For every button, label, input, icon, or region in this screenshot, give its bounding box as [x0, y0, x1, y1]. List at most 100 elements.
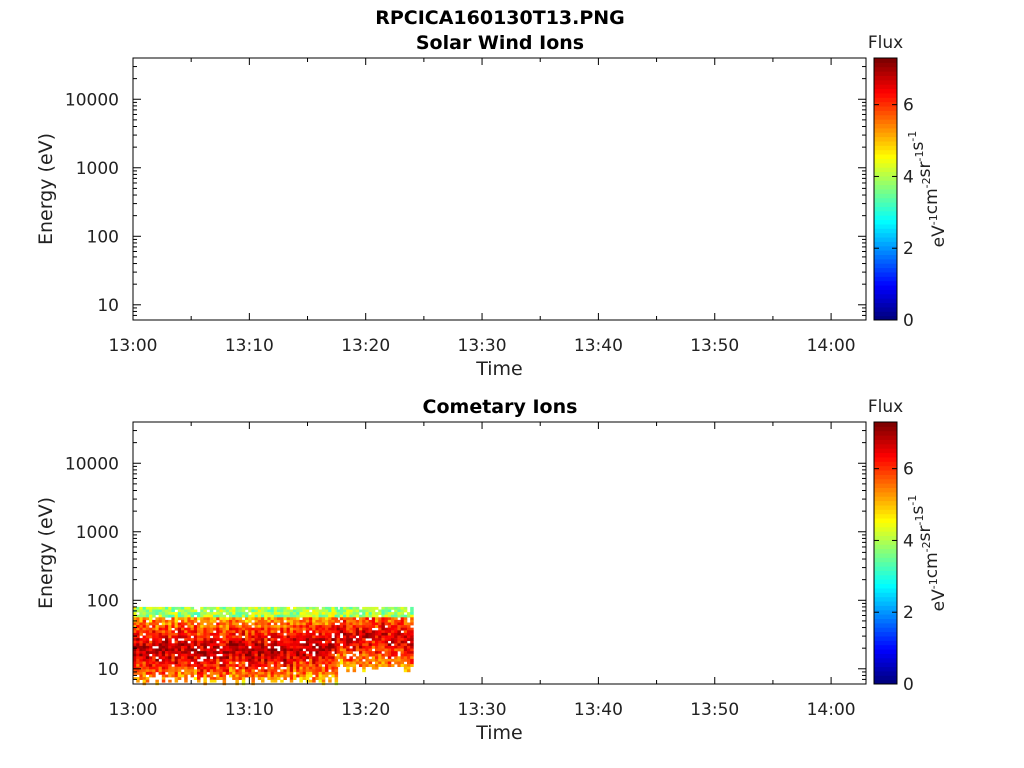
heatmap-cell [368, 612, 373, 615]
heatmap-cell [168, 609, 172, 613]
unit-exponent: -2 [920, 177, 933, 188]
heatmap-cell [136, 627, 140, 631]
heatmap-cell [289, 666, 294, 670]
heatmap-cell [251, 656, 255, 660]
heatmap-cell [309, 606, 313, 610]
heatmap-cell [161, 648, 166, 652]
colorbar-swatch [874, 250, 897, 255]
heatmap-cell [254, 664, 259, 667]
heatmap-cell [359, 638, 363, 641]
heatmap-cell [197, 630, 201, 634]
heatmap-cell [334, 664, 339, 667]
colorbar-swatch [874, 491, 897, 497]
heatmap-cell [216, 612, 220, 615]
heatmap-cell [184, 666, 188, 670]
heatmap-cell [384, 653, 389, 657]
heatmap-cell [349, 630, 353, 634]
heatmap-cell [387, 643, 392, 647]
heatmap-cell [331, 630, 335, 634]
heatmap-cell [229, 622, 233, 626]
heatmap-cell [315, 630, 319, 634]
heatmap-cell [209, 627, 214, 631]
heatmap-cell [270, 674, 275, 678]
heatmap-cell [381, 614, 385, 618]
heatmap-cell [400, 612, 405, 615]
y-tick-label: 100 [87, 227, 119, 247]
heatmap-cell [229, 653, 233, 657]
heatmap-cell [321, 614, 326, 618]
heatmap-cell [321, 674, 326, 678]
heatmap-cell [139, 643, 143, 647]
heatmap-cell [289, 617, 294, 621]
heatmap-cell [203, 674, 207, 678]
heatmap-cell [318, 669, 323, 673]
heatmap-cell [209, 661, 214, 665]
heatmap-cell [219, 658, 223, 662]
heatmap-cell [299, 614, 303, 618]
heatmap-cell [225, 661, 230, 665]
heatmap-cell [241, 658, 246, 662]
heatmap-cell [165, 648, 169, 652]
heatmap-cell [193, 640, 198, 644]
colorbar-swatch [874, 631, 897, 637]
heatmap-cell [203, 645, 207, 649]
heatmap-cell [273, 625, 278, 628]
heatmap-cell [197, 617, 201, 621]
colorbar-swatch [874, 640, 897, 646]
heatmap-cell [235, 630, 239, 634]
heatmap-cell [203, 612, 207, 615]
heatmap-cell [149, 674, 153, 678]
heatmap-cell [177, 677, 182, 680]
heatmap-cell [139, 661, 143, 665]
colorbar-swatch [874, 496, 897, 502]
heatmap-cell [343, 658, 347, 662]
heatmap-cell [197, 645, 201, 649]
heatmap-cell [312, 669, 316, 673]
heatmap-cell [145, 640, 150, 644]
heatmap-cell [336, 653, 341, 657]
heatmap-cell [145, 638, 150, 641]
heatmap-cell [400, 632, 405, 636]
heatmap-cell [394, 656, 398, 660]
heatmap-cell [251, 679, 255, 683]
heatmap-cell [381, 640, 385, 644]
heatmap-cell [139, 658, 143, 662]
heatmap-cell [241, 632, 246, 636]
heatmap-cell [397, 635, 401, 639]
heatmap-cell [318, 627, 323, 631]
heatmap-cell [407, 661, 411, 665]
heatmap-cell [174, 674, 179, 678]
heatmap-cell [293, 669, 297, 673]
heatmap-cell [305, 606, 310, 610]
heatmap-cell [286, 622, 291, 626]
heatmap-cell [209, 645, 214, 649]
heatmap-cell [318, 677, 323, 680]
heatmap-cell [161, 614, 166, 618]
heatmap-cell [352, 612, 357, 615]
unit-exponent: -1 [927, 578, 940, 589]
heatmap-cell [315, 666, 319, 670]
heatmap-cell [174, 632, 179, 636]
colorbar-swatch [874, 298, 897, 304]
colorbar-swatch [874, 71, 897, 76]
heatmap-cell [161, 679, 166, 683]
heatmap-cell [206, 658, 211, 662]
heatmap-cell [187, 622, 191, 626]
heatmap-cell [296, 653, 300, 657]
heatmap-cell [321, 635, 326, 639]
heatmap-cell [203, 625, 207, 628]
heatmap-cell [248, 630, 252, 634]
heatmap-cell [305, 674, 310, 678]
heatmap-cell [261, 606, 265, 610]
heatmap-cell [378, 640, 382, 644]
heatmap-cell [289, 658, 294, 662]
heatmap-cell [133, 622, 137, 626]
heatmap-cell [136, 614, 140, 618]
heatmap-cell [403, 614, 408, 618]
heatmap-cell [277, 674, 281, 678]
heatmap-cell [403, 606, 408, 610]
heatmap-cell [368, 648, 373, 652]
heatmap-cell [371, 640, 376, 644]
heatmap-cell [177, 622, 182, 626]
heatmap-cell [302, 677, 307, 680]
